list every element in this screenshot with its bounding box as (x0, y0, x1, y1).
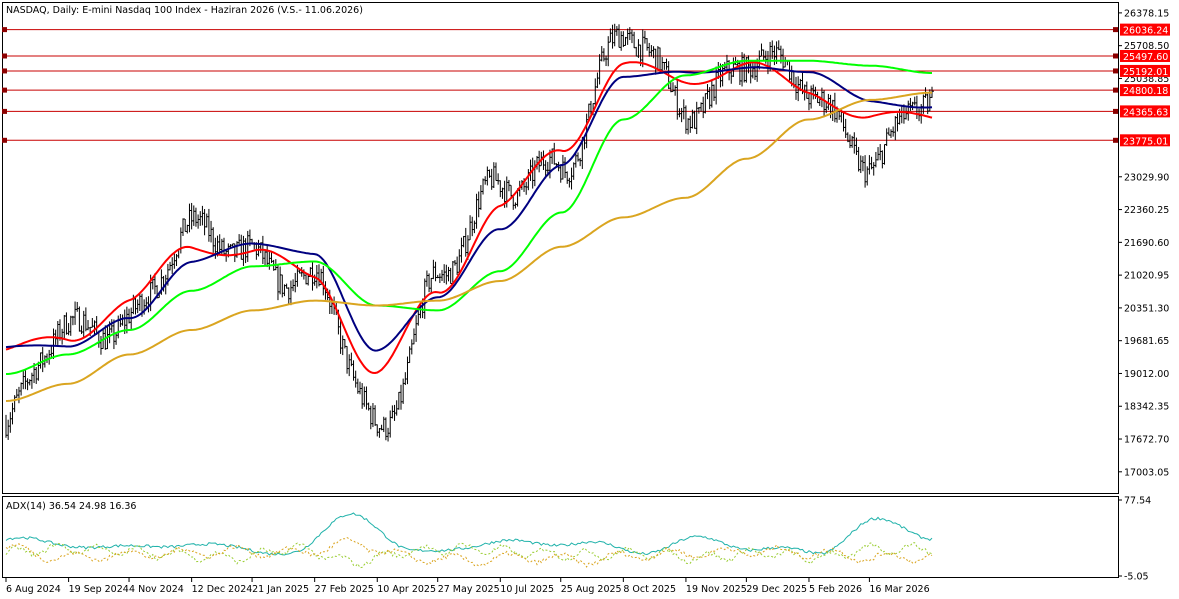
y-tick-label: 18342.35 (1124, 402, 1169, 413)
level-marker-right (1113, 68, 1118, 74)
level-tag: 24800.18 (1123, 86, 1168, 97)
adx-axis: 77.54 -5.05 (1118, 496, 1151, 583)
x-tick-label: 21 Jan 2025 (252, 584, 309, 595)
price-levels (2, 27, 1118, 143)
y-tick-label: 17672.70 (1124, 435, 1169, 446)
level-marker-left (2, 27, 7, 33)
y-tick-label: 26378.15 (1124, 8, 1169, 19)
x-tick-label: 19 Nov 2025 (686, 584, 747, 595)
level-marker-right (1113, 108, 1118, 114)
adx-tick-label: 77.54 (1124, 496, 1151, 507)
x-tick-label: 5 Feb 2026 (809, 584, 862, 595)
x-tick-label: 27 Feb 2025 (315, 584, 374, 595)
adx-panel (2, 496, 1119, 578)
adx-lines (5, 512, 933, 569)
adx-line (5, 512, 933, 556)
y-tick-label: 19012.00 (1124, 369, 1169, 380)
y-tick-label: 21020.95 (1124, 271, 1169, 282)
level-marker-left (2, 68, 7, 74)
x-tick-label: 8 Oct 2025 (623, 584, 676, 595)
moving-averages (5, 59, 933, 402)
price-panel (2, 2, 1119, 494)
adx-label: ADX(14) 36.54 24.98 16.36 (6, 501, 136, 512)
level-tag-bg (1120, 64, 1170, 77)
y-tick-label: 25708.50 (1124, 41, 1169, 52)
level-tags: 26036.24 25497.60 25192.01 24800.18 24365.63… (1120, 23, 1170, 147)
level-tag: 26036.24 (1123, 26, 1168, 37)
level-marker-right (1113, 87, 1118, 93)
y-tick-label: 22360.25 (1124, 205, 1169, 216)
level-tag: 25497.60 (1123, 52, 1168, 63)
y-tick-label: 17003.05 (1124, 467, 1169, 478)
x-tick-label: 12 Dec 2024 (192, 584, 253, 595)
level-marker-right (1113, 137, 1118, 143)
price-axis: 26378.15 25708.50 25038.85 23029.90 22360.25… (1118, 8, 1169, 478)
x-tick-label: 29 Dec 2025 (746, 584, 807, 595)
level-tag-bg (1120, 49, 1170, 62)
ma-line-1 (5, 61, 933, 375)
level-tag-bg (1120, 105, 1170, 118)
chart-title: NASDAQ, Daily: E-mini Nasdaq 100 Index -… (6, 5, 363, 16)
level-marker-left (2, 87, 7, 93)
y-tick-label: 23029.90 (1124, 172, 1169, 183)
level-tag: 24365.63 (1123, 107, 1168, 118)
level-tag: 25192.01 (1123, 67, 1168, 78)
level-tag-bg (1120, 23, 1170, 36)
ma-line-2 (5, 66, 933, 352)
y-tick-label: 20351.30 (1124, 303, 1169, 314)
plus-di-line (5, 542, 933, 569)
x-tick-label: 10 Apr 2025 (377, 584, 436, 595)
level-marker-right (1113, 53, 1118, 59)
adx-tick-label: -5.05 (1124, 572, 1149, 583)
x-tick-label: 10 Jul 2025 (500, 584, 554, 595)
x-tick-label: 4 Nov 2024 (129, 584, 184, 595)
y-tick-label: 19681.65 (1124, 336, 1169, 347)
level-marker-left (2, 108, 7, 114)
level-marker-left (2, 137, 7, 143)
x-tick-label: 27 May 2025 (438, 584, 500, 595)
level-marker-left (2, 53, 7, 59)
ma-line-4 (5, 91, 932, 402)
minus-di-line (5, 537, 933, 568)
level-tag-bg (1120, 84, 1170, 97)
x-tick-label: 6 Aug 2024 (6, 584, 61, 595)
x-tick-label: 19 Sep 2024 (69, 584, 129, 595)
level-tag-bg (1120, 134, 1170, 147)
y-tick-label: 25038.85 (1124, 74, 1169, 85)
level-tag: 23775.01 (1123, 136, 1168, 147)
y-tick-label: 21690.60 (1124, 238, 1169, 249)
date-axis: 6 Aug 2024 19 Sep 2024 4 Nov 2024 12 Dec 20… (5, 578, 930, 595)
x-tick-label: 16 Mar 2026 (869, 584, 929, 595)
x-tick-label: 25 Aug 2025 (561, 584, 622, 595)
level-marker-right (1113, 27, 1118, 33)
